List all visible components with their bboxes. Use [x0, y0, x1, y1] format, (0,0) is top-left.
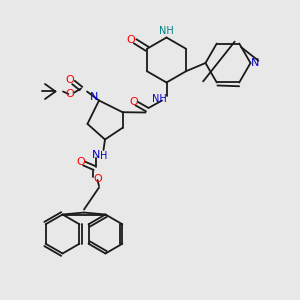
- Text: NH: NH: [152, 94, 166, 104]
- Text: O: O: [93, 173, 102, 184]
- Text: NH: NH: [159, 26, 174, 37]
- Text: O: O: [126, 35, 135, 45]
- Text: O: O: [76, 157, 85, 167]
- Text: N: N: [90, 92, 99, 103]
- Text: H: H: [100, 151, 107, 161]
- Text: O: O: [129, 97, 138, 107]
- Text: O: O: [65, 75, 74, 85]
- Text: N: N: [92, 149, 100, 160]
- Text: N: N: [251, 58, 259, 68]
- Text: O: O: [65, 89, 74, 100]
